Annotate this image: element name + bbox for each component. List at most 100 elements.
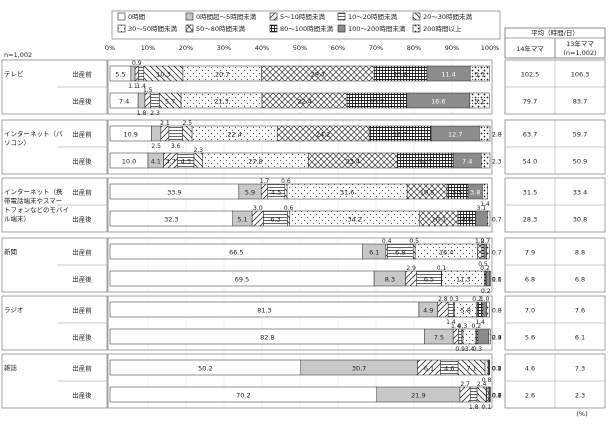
bar-segment xyxy=(477,243,483,260)
data-label: 0.8 xyxy=(482,377,492,384)
x-tick-label: 50% xyxy=(293,44,307,52)
avg-14-value: 7.9 xyxy=(525,249,535,257)
avg-14-value: 102.5 xyxy=(521,71,540,79)
bar-segment xyxy=(458,328,463,345)
data-label: 23.4 xyxy=(346,158,360,166)
data-label: 5.9 xyxy=(245,189,255,197)
data-label: 7.1 xyxy=(466,365,476,373)
bar-segment xyxy=(484,359,489,376)
data-label: 66.5 xyxy=(229,249,243,257)
legend: 0時間 0時間超～5時間未満 5～10時間未満 10～20時間未満 20～30時間未満 3… xyxy=(111,10,501,40)
data-label: 7.4 xyxy=(462,158,472,166)
row-label: 出産後 xyxy=(72,275,92,284)
bar-row xyxy=(109,386,491,403)
row-label: 出産前 xyxy=(72,188,92,197)
bar-segment xyxy=(151,125,162,142)
data-label: 0.1 xyxy=(492,366,502,373)
data-label: 21.3 xyxy=(214,98,228,106)
bar-segment xyxy=(284,183,288,200)
data-label: 6.5 xyxy=(424,276,434,284)
data-label: 3.7 xyxy=(165,158,175,166)
avg-header-14: 14年ママ xyxy=(516,44,544,53)
avg-14-value: 79.7 xyxy=(523,98,537,106)
data-label: 34.2 xyxy=(347,216,361,224)
bar-segment xyxy=(405,270,417,287)
data-label: 15.7 xyxy=(370,98,384,106)
data-label: 0.2 xyxy=(492,393,502,400)
data-label: 0.1 xyxy=(492,277,502,284)
bar-row xyxy=(109,270,491,287)
data-label: 1.4 xyxy=(136,83,146,90)
avg-13-value: 50.9 xyxy=(573,158,587,166)
bar-segment xyxy=(477,328,490,345)
data-label: 2.3 xyxy=(492,159,502,166)
bar-segment xyxy=(483,243,487,260)
data-label: 29.7 xyxy=(311,71,325,79)
bar-segment xyxy=(138,65,145,82)
data-label: 0.8 xyxy=(492,308,502,315)
bar-segment xyxy=(251,210,264,227)
avg-13-value: 106.3 xyxy=(571,71,590,79)
group-label: インターネット（携帯電話端末やスマートフォンなどのモバイル端末） xyxy=(4,187,69,223)
data-label: 14.7 xyxy=(418,158,432,166)
avg-14-value: 5.6 xyxy=(525,334,535,342)
data-label: 0.9 xyxy=(455,346,465,353)
bar-segment xyxy=(486,301,490,318)
group-label: インターネット（パソコン） xyxy=(4,129,63,147)
data-label: 1.2 xyxy=(475,238,485,245)
data-label: 0.7 xyxy=(492,217,502,224)
bar-segment xyxy=(486,386,490,403)
data-label: 1.0 xyxy=(492,277,502,284)
data-label: 1.4 xyxy=(451,323,461,330)
data-label: 7.5 xyxy=(434,334,444,342)
data-label: 30.7 xyxy=(352,365,366,373)
bar-segment xyxy=(485,270,491,287)
bar-segment xyxy=(481,243,485,260)
bar-segment xyxy=(150,92,160,109)
data-label: 5.7 xyxy=(165,98,175,106)
x-tick-label: 100% xyxy=(481,44,500,52)
data-label: 27.8 xyxy=(248,158,262,166)
avg-14-value: 63.7 xyxy=(523,131,537,139)
bar-row xyxy=(109,152,491,169)
bar-segment xyxy=(469,386,478,403)
data-label: 2.9 xyxy=(406,265,416,272)
bar-segment xyxy=(447,301,454,318)
data-label: 11.3 xyxy=(456,276,470,284)
bar-segment xyxy=(260,183,268,200)
group-label: 新聞 xyxy=(4,247,17,256)
legend-swatch xyxy=(185,24,194,33)
avg-13-value: 83.7 xyxy=(573,98,587,106)
group-6: 雑誌 出産前 50.2 30.7 6.1 4.6 7.10.80.20.10.10.0 4.6… xyxy=(1,353,606,411)
data-label: 3.6 xyxy=(171,143,181,150)
bar-row xyxy=(109,65,490,82)
bar-segment xyxy=(469,92,490,109)
avg-13-value: 6.8 xyxy=(575,276,585,284)
legend-label: 200時間以上 xyxy=(423,24,462,33)
unit-label: (%) xyxy=(576,410,587,418)
data-label: 3.8 xyxy=(470,189,480,197)
data-label: 50.2 xyxy=(198,365,212,373)
data-label: 33.9 xyxy=(167,189,181,197)
bar-segment xyxy=(475,210,488,227)
data-label: 10.1 xyxy=(432,216,446,224)
data-label: 0.6 xyxy=(281,178,291,185)
data-label: 32.3 xyxy=(164,216,178,224)
bar-row xyxy=(109,328,491,345)
row-label: 出産後 xyxy=(72,215,92,224)
bar-segment xyxy=(481,152,491,169)
avg-13-value: 7.6 xyxy=(575,307,585,315)
data-label: 5.8 xyxy=(461,307,471,315)
bar-segment xyxy=(479,125,491,142)
bar-segment xyxy=(482,183,488,200)
data-label: 10.5 xyxy=(420,189,434,197)
data-label: 2.7 xyxy=(460,381,470,388)
bar-row xyxy=(109,183,488,200)
average-table: 平均（時間/日） 14年ママ 13年ママ(n=1,002) xyxy=(504,27,606,59)
x-tick-label: 10% xyxy=(141,44,155,52)
data-label: 0.5 xyxy=(478,261,488,268)
legend-swatch xyxy=(412,12,421,21)
bar-segment xyxy=(182,125,193,142)
data-label: 10.3 xyxy=(156,71,170,79)
